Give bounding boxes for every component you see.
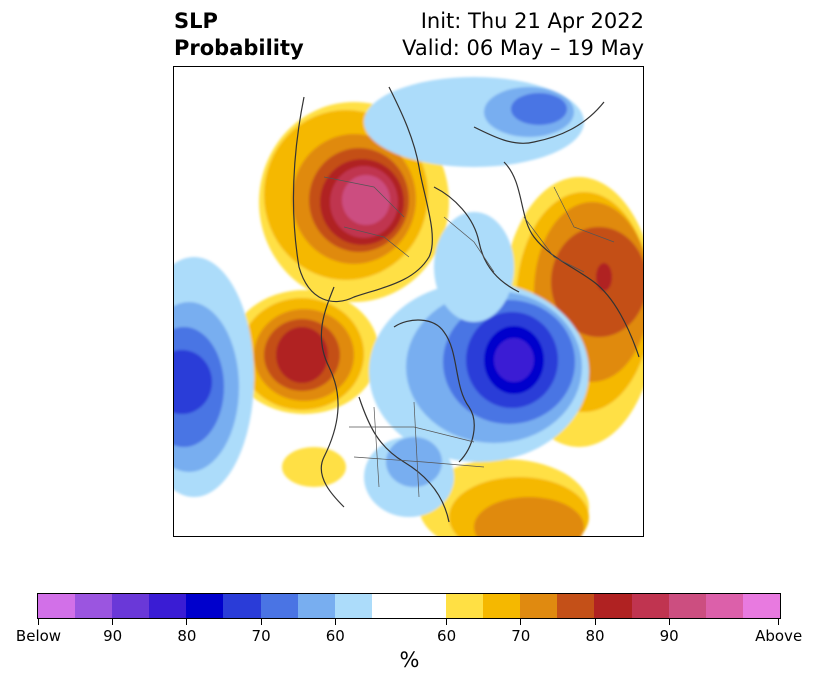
west-coast — [320, 286, 345, 508]
colorbar-segment — [260, 594, 298, 618]
colorbar-segment — [223, 594, 261, 618]
border-line — [343, 226, 410, 258]
valid-range: Valid: 06 May – 19 May — [402, 36, 644, 60]
colorbar-tick — [260, 619, 262, 625]
border-line — [523, 216, 585, 273]
colorbar-tick — [186, 619, 188, 625]
far-west-below-region — [174, 257, 254, 497]
border-line — [323, 176, 405, 218]
arctic-coast — [393, 319, 475, 463]
colorbar-tick-label: Above — [755, 627, 803, 645]
probability-contours — [174, 77, 643, 536]
colorbar-segment — [742, 594, 780, 618]
colorbar-segment — [112, 594, 150, 618]
colorbar-segment — [705, 594, 743, 618]
colorbar-tick-label: 60 — [325, 627, 345, 645]
north-below-region — [364, 77, 584, 167]
colorbar-tick — [112, 619, 114, 625]
colorbar-segment — [371, 594, 447, 618]
borders — [323, 176, 615, 498]
colorbar-segment — [446, 594, 484, 618]
colorbar — [37, 593, 781, 619]
init-date: Init: Thu 21 Apr 2022 — [420, 9, 644, 33]
colorbar-tick — [334, 619, 336, 625]
border-line — [373, 406, 380, 488]
title-line-slp: SLP — [174, 9, 218, 33]
date-info: Init: Thu 21 Apr 2022 Valid: 06 May – 19… — [402, 8, 644, 62]
map-title: SLP Probability — [174, 8, 304, 62]
south-below-core — [386, 437, 442, 487]
colorbar-segment — [297, 594, 335, 618]
colorbar-tick — [38, 619, 39, 625]
colorbar-tick — [446, 619, 448, 625]
colorbar-segment — [631, 594, 669, 618]
border-line — [443, 216, 495, 273]
siberia-coast — [433, 186, 520, 293]
border-line — [553, 186, 615, 243]
border-line — [413, 401, 420, 498]
colorbar-tick — [778, 619, 780, 625]
north-coast — [473, 101, 605, 144]
colorbar-tick-label: 70 — [251, 627, 271, 645]
europe-coast — [292, 86, 433, 303]
colorbar-tick — [594, 619, 596, 625]
polar-below-region — [369, 282, 589, 462]
colorbar-segment — [149, 594, 187, 618]
colorbar-segment — [594, 594, 632, 618]
south-coast — [358, 396, 450, 523]
colorbar-segment — [483, 594, 521, 618]
colorbar-segment — [557, 594, 595, 618]
colorbar-tick-label: 80 — [177, 627, 197, 645]
colorbar-tick — [668, 619, 670, 625]
colorbar-tick-label: 80 — [585, 627, 605, 645]
central-below-blob — [434, 212, 514, 322]
colorbar-tick — [520, 619, 522, 625]
border-line — [349, 426, 475, 443]
colorbar-segment — [334, 594, 372, 618]
colorbar-segment — [75, 594, 113, 618]
colorbar-tick-label: 90 — [103, 627, 123, 645]
colorbar-tick-label: 60 — [437, 627, 457, 645]
southeast-above-region — [419, 459, 589, 536]
colorbar-tick-label: Below — [15, 627, 62, 645]
title-line-probability: Probability — [174, 36, 304, 60]
south-above-blob — [282, 447, 346, 487]
colorbar-segment — [186, 594, 224, 618]
map-canvas — [174, 77, 643, 536]
colorbar-unit-label: % — [399, 648, 420, 672]
colorbar-segment — [38, 594, 76, 618]
probability-map — [173, 66, 644, 537]
west-above-region — [229, 290, 379, 414]
colorbar-segment — [520, 594, 558, 618]
colorbar-segment — [668, 594, 706, 618]
colorbar-tick-label: 90 — [659, 627, 679, 645]
colorbar-tick-label: 70 — [511, 627, 531, 645]
